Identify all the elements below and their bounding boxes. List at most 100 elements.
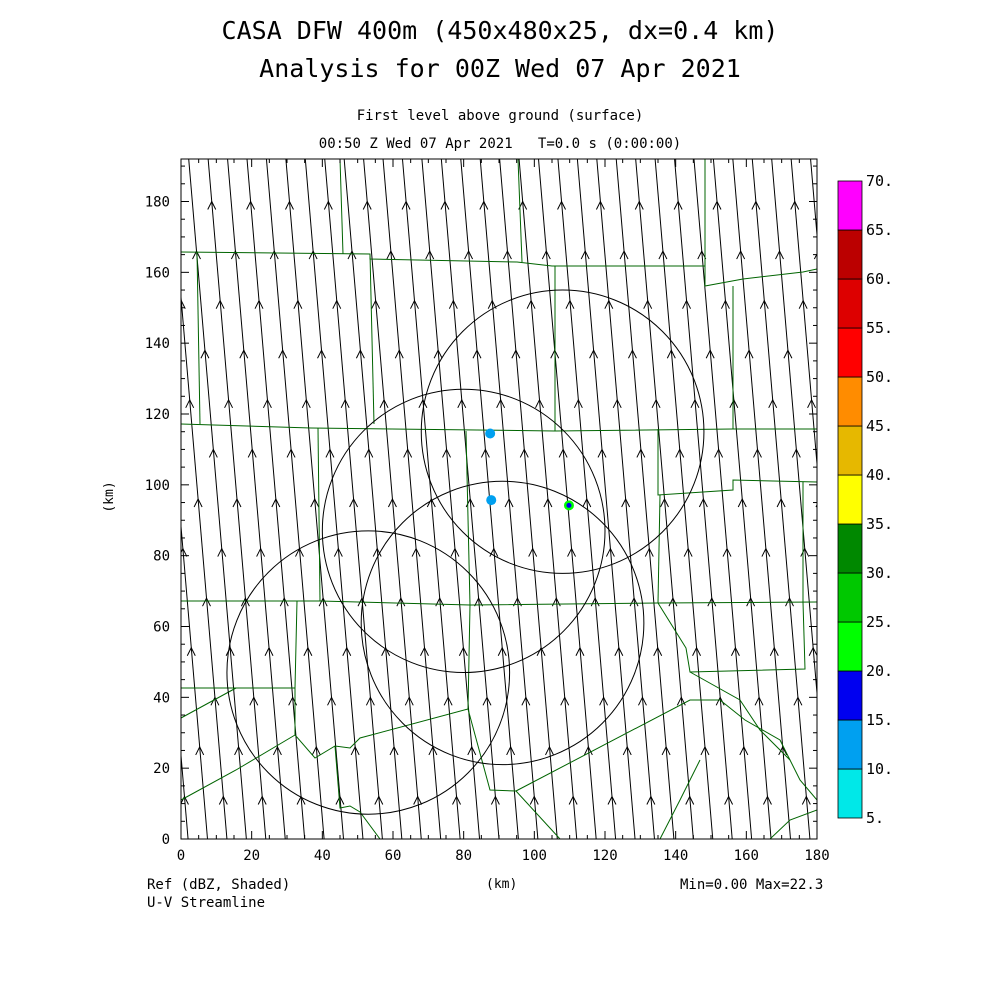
streamline-arrow: [342, 646, 352, 656]
streamline-arrow: [115, 251, 123, 259]
colorbar-label: 15.: [866, 711, 893, 729]
county-line: [659, 759, 701, 839]
streamline-arrow: [614, 646, 624, 656]
streamline-arrow: [739, 745, 749, 756]
county-line: [657, 429, 817, 496]
streamline-arrow: [769, 646, 779, 656]
streamline-arrow: [103, 797, 111, 805]
echo-cell-core: [566, 502, 572, 508]
streamline-arrow: [126, 846, 134, 854]
streamline-arrow: [746, 597, 756, 607]
streamline-arrow: [246, 200, 256, 210]
streamline-arrow: [230, 249, 240, 260]
streamline-arrow: [521, 696, 531, 706]
streamline-arrow: [186, 646, 196, 656]
streamline-arrow: [823, 350, 831, 358]
streamline-arrow: [332, 299, 342, 309]
streamline-arrow: [192, 249, 201, 260]
colorbar-swatch: [837, 523, 863, 574]
streamline-arrow: [529, 795, 539, 805]
streamline-arrow: [597, 448, 607, 458]
streamline-arrow: [249, 696, 259, 706]
streamline-arrow: [435, 597, 445, 607]
streamline-arrow: [94, 697, 102, 705]
streamline-arrow: [207, 200, 217, 210]
streamline-arrow: [668, 597, 678, 607]
streamline-arrow: [215, 299, 225, 309]
colorbar-label: 65.: [866, 221, 893, 239]
streamline-arrow: [824, 598, 832, 606]
streamline-arrow: [712, 200, 722, 210]
streamline-arrow: [428, 745, 438, 756]
streamline-arrow: [582, 497, 592, 508]
streamline-arrow: [195, 745, 205, 756]
streamline: [265, 159, 325, 839]
streamline-arrow: [327, 696, 336, 706]
streamline-arrow: [730, 646, 740, 656]
streamline-layer: [84, 159, 888, 854]
streamline-arrow: [880, 797, 888, 805]
x-tick-label: 180: [804, 848, 829, 864]
map-title: CASA DFW 400m (450x480x25, dx=0.4 km): [221, 16, 779, 45]
streamline-arrow: [132, 449, 140, 457]
streamline-arrow: [371, 299, 381, 309]
streamline-arrow: [257, 795, 267, 805]
streamline-arrow: [318, 597, 328, 607]
colorbar-label: 70.: [866, 172, 893, 190]
streamline-arrow: [472, 349, 482, 359]
streamline-arrow: [381, 646, 391, 656]
streamline-arrow: [293, 299, 303, 309]
streamline-arrow: [101, 549, 109, 557]
streamline-arrow: [575, 646, 585, 656]
y-tick-label: 120: [145, 407, 170, 423]
streamline-arrow: [644, 547, 654, 557]
streamline-arrow: [138, 301, 146, 309]
streamline-arrow: [619, 249, 629, 260]
streamline-arrow: [325, 448, 335, 458]
streamline: [499, 159, 558, 839]
x-tick-label: 140: [663, 848, 688, 864]
level-label: First level above ground (surface): [356, 108, 644, 124]
streamline-arrow: [744, 349, 754, 359]
streamline-arrow: [426, 497, 436, 508]
streamline-arrow: [84, 350, 92, 358]
streamline-arrow: [604, 299, 614, 309]
colorbar-label: 40.: [866, 466, 893, 484]
min-max-label: Min=0.00 Max=22.3: [680, 877, 824, 893]
streamline-arrow: [256, 547, 266, 557]
streamline-arrow: [157, 747, 165, 755]
colorbar-label: 45.: [866, 417, 893, 435]
streamline-arrow: [234, 745, 244, 756]
streamline-arrow: [557, 200, 566, 210]
streamline-arrow: [768, 398, 778, 409]
y-tick-label: 20: [153, 761, 170, 777]
streamline-arrow: [239, 349, 249, 359]
x-tick-label: 20: [243, 848, 260, 864]
streamline-arrow: [225, 646, 235, 656]
streamline-arrow: [254, 299, 264, 309]
streamline-arrow: [108, 400, 116, 408]
colorbar-swatch: [837, 621, 863, 672]
streamline-arrow: [536, 646, 546, 656]
streamline-arrow: [347, 249, 357, 260]
county-line: [369, 253, 375, 425]
streamline-arrow: [776, 497, 786, 508]
streamline-arrow: [634, 200, 644, 210]
streamline-arrow: [218, 795, 228, 805]
streamline-arrow: [700, 745, 710, 756]
colorbar-label: 55.: [866, 319, 893, 337]
colorbar-label: 10.: [866, 760, 893, 778]
streamline-arrow: [622, 745, 632, 756]
streamline-arrow: [410, 299, 419, 309]
county-line: [317, 427, 321, 602]
streamline-arrow: [374, 795, 384, 805]
streamline-arrow: [545, 745, 554, 756]
county-line: [181, 600, 817, 606]
streamline-arrow: [638, 696, 647, 706]
streamline-arrow: [714, 448, 724, 458]
streamline-arrow: [379, 398, 389, 409]
streamline-arrow: [440, 200, 450, 210]
streamline-arrow: [362, 200, 372, 210]
streamline-arrow: [335, 795, 345, 805]
